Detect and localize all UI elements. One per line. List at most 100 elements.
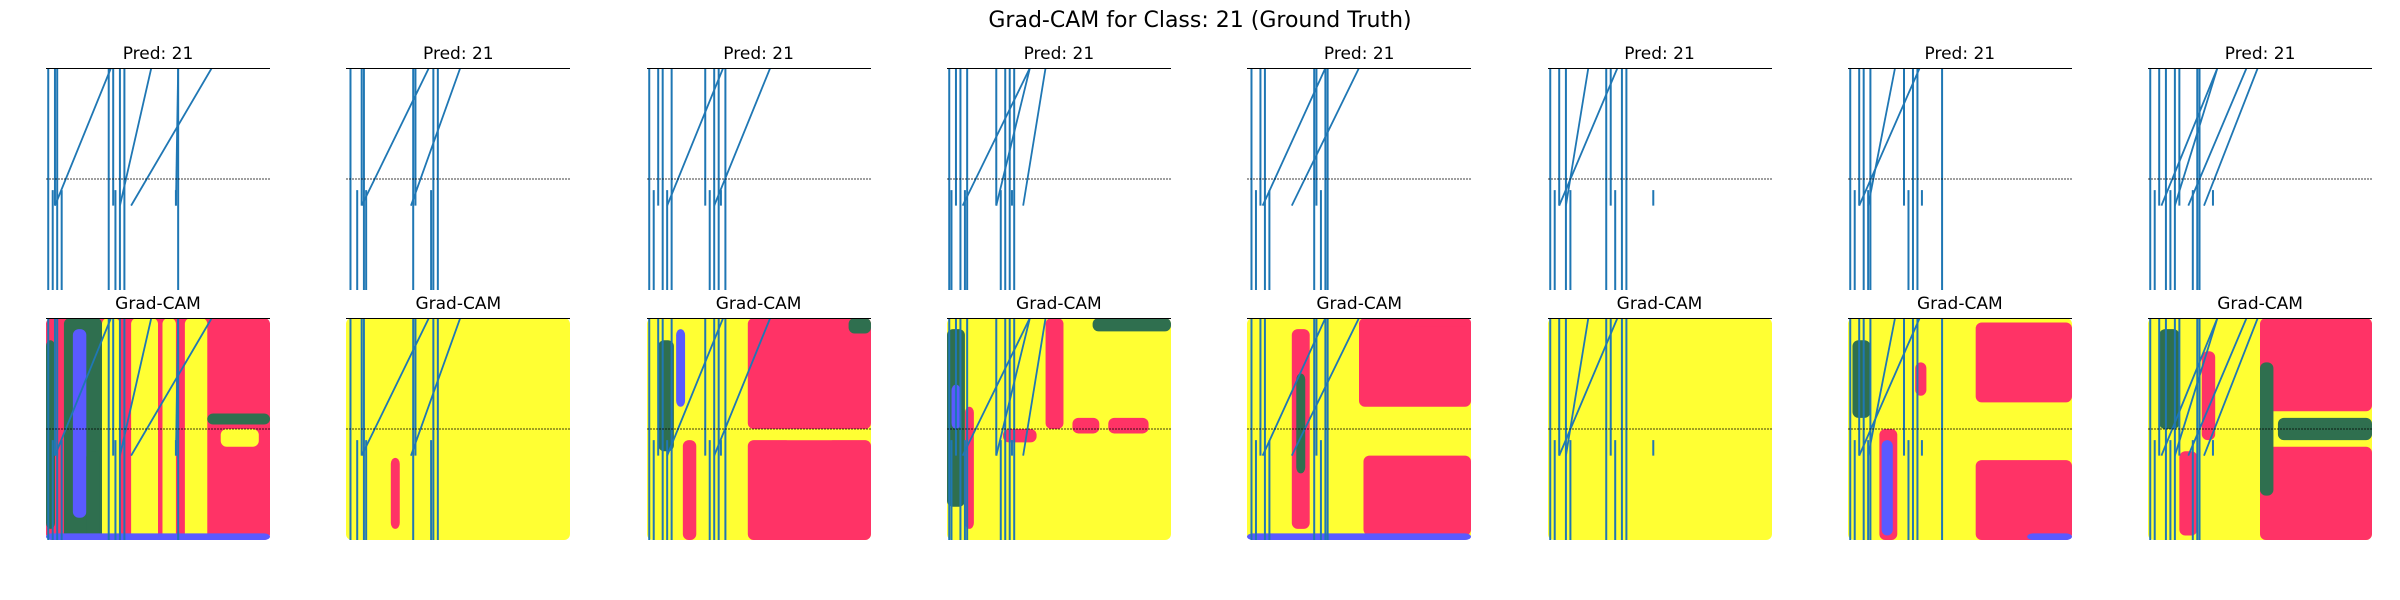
gradcam-panel-1-signal-segment [175, 318, 180, 456]
gradcam-panel-3-plot [646, 318, 871, 540]
gradcam-panel-4-signal-segment [961, 318, 1031, 457]
gradcam-panel-1-heat-region [207, 413, 270, 425]
gradcam-panel-7-heat-region [1975, 460, 2072, 540]
signal-panel-8-signal-segment [2203, 68, 2259, 206]
figure-title: Grad-CAM for Class: 21 (Ground Truth) [988, 8, 1412, 33]
signal-panel-4-plot [946, 68, 1171, 290]
gradcam-panel-5-plot [1247, 318, 1472, 540]
gradcam-panel-4-heat-region [1072, 417, 1100, 434]
signal-panel-6-title: Pred: 21 [1624, 44, 1695, 64]
gradcam-panel-4-heat-region [1045, 318, 1064, 429]
gradcam-panel-8-signal-segment [2203, 318, 2259, 456]
signal-panel-5-title: Pred: 21 [1323, 44, 1395, 64]
signal-panel-4-signal-segment [961, 68, 1031, 207]
gradcam-panel-3-title: Grad-CAM [715, 294, 802, 314]
signal-panel-4-signal-segment [1022, 68, 1047, 206]
signal-panel-6-signal-segment [1564, 68, 1589, 206]
gradcam-panel-1-plot [46, 318, 270, 540]
gradcam-panel-4-signal-segment [995, 318, 1031, 456]
gradcam-panel-3-signal-segment [665, 318, 724, 456]
signal-panel-8-title: Pred: 21 [2224, 44, 2296, 64]
signal-panel-3-signal-trace [647, 68, 771, 290]
signal-panel-8-signal-segment [2187, 68, 2248, 206]
gradcam-panel-8-signal-segment [2187, 318, 2248, 456]
gradcam-panel-8-heat-region [2260, 318, 2373, 412]
gradcam-panel-4-plot [946, 318, 1171, 540]
signal-panel-5-signal-trace [1250, 68, 1360, 290]
gradcam-panel-5-heat-region [1363, 455, 1472, 536]
gradcam-panel-8-heat-region [2159, 329, 2180, 429]
gradcam-panel-4-title: Grad-CAM [1016, 294, 1102, 314]
gradcam-panel-1-heat-region [46, 533, 270, 540]
gradcam-panel-3-heat-region [675, 329, 685, 407]
gradcam-panel-7-heat-region [1975, 322, 2072, 403]
gradcam-panel-7-heat-region [2026, 533, 2072, 540]
signal-panel-8-signal-segment [2174, 68, 2219, 206]
gradcam-panel-5-heat-region [1359, 318, 1472, 407]
signal-panel-3-plot [646, 68, 871, 290]
gradcam-panel-2-signal-segment [361, 318, 430, 457]
gradcam-panel-7-heat-region [1881, 440, 1893, 536]
gradcam-panel-3-heat-region [780, 429, 837, 441]
gradcam-panel-7-heat-region [1852, 340, 1871, 418]
gradcam-panel-6-signal-segment [1564, 318, 1589, 456]
gradcam-panel-4-heat-region [1002, 429, 1037, 443]
signal-panel-6-signal-trace [1548, 68, 1654, 290]
signal-panel-3-title: Pred: 21 [723, 44, 794, 64]
signal-panel-5-signal-segment [1262, 68, 1327, 207]
gradcam-panel-4-heat-region [1108, 417, 1149, 434]
gradcam-panel-8-signal-trace [2149, 318, 2259, 540]
gradcam-panel-8-plot [2148, 318, 2373, 540]
gradcam-panel-7-signal-segment [1858, 318, 1921, 457]
gradcam-panel-4-signal-trace [948, 318, 1047, 540]
gradcam-panel-5-heat-region [1296, 373, 1306, 474]
signal-panel-7-title: Pred: 21 [1924, 44, 1996, 64]
signal-panel-2-signal-segment [410, 68, 462, 206]
signal-panel-1-signal-segment [130, 68, 213, 207]
gradcam-panel-7-title: Grad-CAM [1916, 294, 2003, 314]
gradcam-panel-3-heat-region [682, 440, 696, 540]
gradcam-panel-8-heat-region [2260, 446, 2373, 540]
signal-panel-1-plot [46, 68, 270, 290]
signal-panel-7-signal-segment [1858, 68, 1921, 207]
gradcam-panel-5-heat-region [1247, 533, 1472, 540]
gradcam-panel-1-heat-region [220, 429, 259, 447]
gradcam-panel-8-title: Grad-CAM [2217, 294, 2303, 314]
signal-panel-6-plot [1547, 68, 1772, 290]
signal-panel-3-signal-segment [712, 68, 771, 206]
gradcam-panel-1-heat-region [86, 451, 100, 540]
signal-panel-2-title: Pred: 21 [423, 44, 494, 64]
gradcam-panel-8-signal-segment [2174, 318, 2219, 456]
signal-panel-7-signal-segment [1867, 68, 1896, 206]
gradcam-panel-3-heatmap [646, 318, 871, 540]
signal-panel-1-title: Pred: 21 [122, 44, 194, 64]
signal-panel-4-title: Pred: 21 [1023, 44, 1095, 64]
gradcam-panel-1-signal-segment [119, 318, 153, 456]
gradcam-panel-3-signal-trace [647, 318, 771, 540]
gradcam-panel-5-signal-segment [1262, 318, 1327, 457]
gradcam-panel-7-signal-segment [1867, 318, 1896, 456]
gradcam-panel-8-signal-segment [2160, 318, 2219, 456]
gradcam-panel-8-heat-region [2179, 451, 2198, 536]
gradcam-panel-3-heat-region [848, 318, 871, 334]
signal-panel-3-signal-segment [665, 68, 724, 206]
signal-panel-8-plot [2148, 68, 2373, 290]
gradcam-panel-5-heat-region [1408, 318, 1472, 327]
gradcam-panel-3-heat-region [747, 440, 871, 540]
gradcam-panel-2-heat-region [391, 457, 401, 529]
gradcam-panel-2-plot [346, 318, 571, 540]
gradcam-panel-4-signal-segment [1022, 318, 1047, 456]
signal-panel-5-plot [1247, 68, 1472, 290]
gradcam-panel-4-heat-region [1092, 318, 1171, 332]
gradcam-panel-5-signal-segment [1291, 318, 1360, 457]
gradcam-panel-6-signal-trace [1548, 318, 1654, 540]
signal-panel-4-signal-segment [995, 68, 1031, 206]
signal-panel-1-signal-segment [119, 68, 153, 206]
signal-panel-6-signal-segment [1557, 68, 1618, 206]
signal-panel-5-signal-segment [1291, 68, 1360, 207]
gradcam-panel-1-heat-region [72, 329, 87, 518]
gradcam-panel-1-signal-segment [130, 318, 213, 457]
gradcam-panel-1-title: Grad-CAM [115, 294, 201, 314]
gradcam-panel-1-signal-trace [47, 318, 213, 540]
signal-panel-8-signal-segment [2160, 68, 2219, 206]
